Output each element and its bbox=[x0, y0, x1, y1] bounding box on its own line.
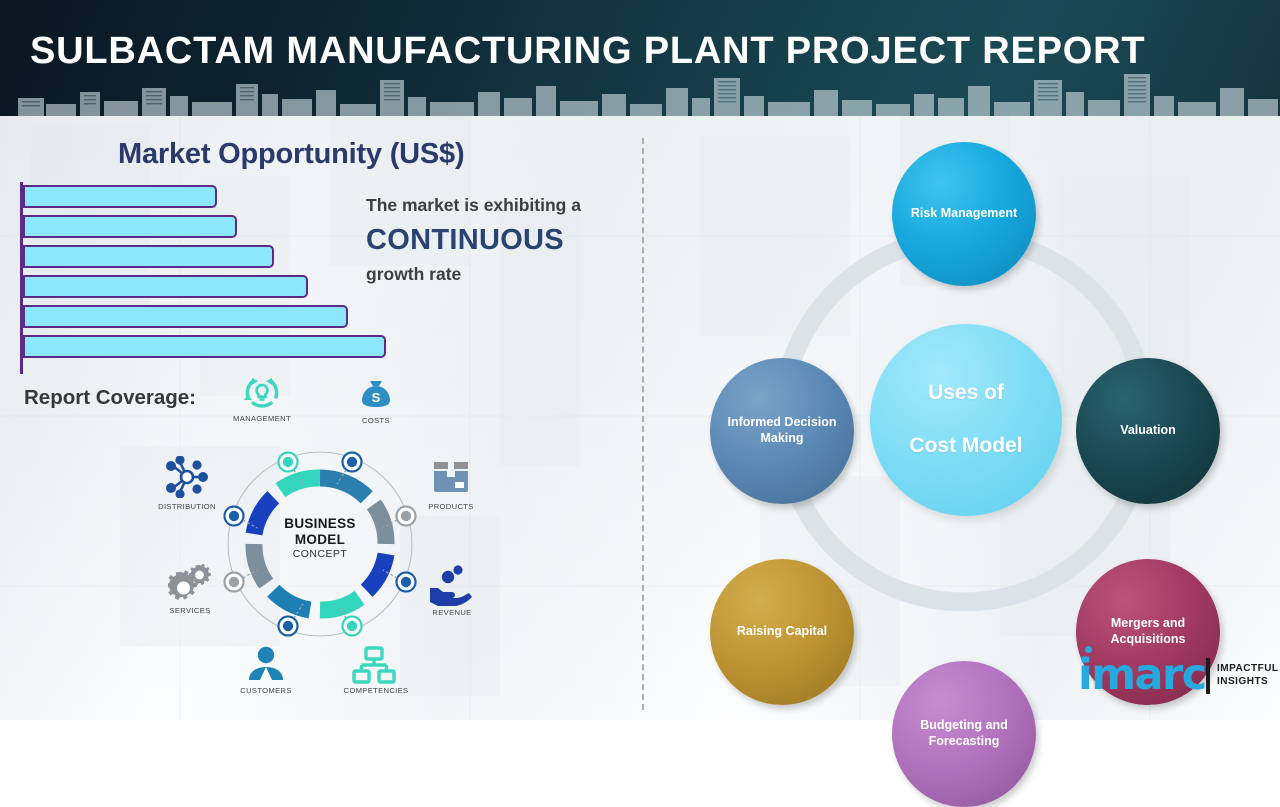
market-opportunity-title: Market Opportunity (US$) bbox=[118, 138, 465, 170]
growth-line-3: growth rate bbox=[366, 263, 462, 284]
growth-statement: The market is exhibiting a CONTINUOUS gr… bbox=[366, 194, 636, 286]
bm-label-competencies: COMPETENCIES bbox=[343, 686, 409, 695]
business-model-diagram: BUSINESS MODEL CONCEPT MANAGEMENT S bbox=[140, 374, 500, 714]
person-user-icon bbox=[249, 646, 283, 680]
panel-divider bbox=[642, 138, 644, 710]
content-area: Market Opportunity (US$) The market is e… bbox=[0, 116, 1280, 807]
bm-label-revenue: REVENUE bbox=[432, 608, 472, 617]
center-node-line-2: Cost Model bbox=[909, 434, 1023, 458]
bm-label-costs: COSTS bbox=[362, 416, 390, 425]
center-node-line-1: Uses of bbox=[928, 381, 1004, 405]
right-panel: Risk Management Valuation Mergers and Ac… bbox=[642, 116, 1280, 807]
logo-wordmark: imarc bbox=[1078, 650, 1207, 700]
bm-label-distribution: DISTRIBUTION bbox=[158, 502, 216, 511]
node-risk-management[interactable]: Risk Management bbox=[892, 142, 1036, 286]
table-row bbox=[23, 185, 217, 208]
org-chart-icon bbox=[352, 646, 396, 684]
node-label: Risk Management bbox=[910, 206, 1018, 221]
box-package-icon bbox=[434, 462, 468, 492]
table-row bbox=[23, 275, 308, 298]
node-label: Valuation bbox=[1120, 423, 1176, 438]
node-valuation[interactable]: Valuation bbox=[1076, 358, 1220, 504]
svg-text:S: S bbox=[372, 390, 381, 405]
node-budgeting-forecasting[interactable]: Budgeting and Forecasting bbox=[892, 661, 1036, 807]
chart-axis-line bbox=[20, 182, 23, 374]
node-label: Informed Decision Making bbox=[727, 415, 837, 445]
hand-coins-icon bbox=[430, 565, 472, 606]
node-label: Raising Capital bbox=[736, 624, 828, 639]
bm-label-services: SERVICES bbox=[169, 606, 211, 615]
imarc-logo: imarc IMPACTFUL INSIGHTS bbox=[1078, 646, 1278, 704]
node-label: Budgeting and Forecasting bbox=[920, 718, 1008, 748]
growth-line-2: CONTINUOUS bbox=[366, 224, 564, 257]
report-coverage-label: Report Coverage: bbox=[24, 386, 197, 409]
page-title: SULBACTAM MANUFACTURING PLANT PROJECT RE… bbox=[30, 30, 1146, 72]
table-row bbox=[23, 215, 237, 238]
network-nodes-icon bbox=[166, 456, 208, 498]
logo-tagline-line-2: INSIGHTS bbox=[1217, 675, 1269, 687]
table-row bbox=[23, 335, 386, 358]
page-header: SULBACTAM MANUFACTURING PLANT PROJECT RE… bbox=[0, 0, 1280, 116]
business-model-ring bbox=[223, 451, 417, 637]
left-panel: Market Opportunity (US$) The market is e… bbox=[0, 116, 642, 720]
gears-icon bbox=[168, 563, 211, 601]
recycle-bulb-icon bbox=[244, 378, 279, 408]
node-center-uses-of-cost-model[interactable]: Uses of Cost Model bbox=[870, 324, 1062, 516]
table-row bbox=[23, 245, 274, 268]
bm-label-customers: CUSTOMERS bbox=[240, 686, 292, 695]
money-bag-icon: S bbox=[362, 381, 390, 407]
table-row bbox=[23, 305, 348, 328]
node-raising-capital[interactable]: Raising Capital bbox=[710, 559, 854, 705]
node-mergers-acquisitions[interactable]: Mergers and Acquisitions bbox=[1076, 559, 1220, 705]
node-informed-decision-making[interactable]: Informed Decision Making bbox=[710, 358, 854, 504]
logo-separator bbox=[1206, 658, 1210, 694]
growth-line-1: The market is exhibiting a bbox=[366, 195, 581, 215]
city-skyline-icon bbox=[18, 74, 1278, 116]
bm-label-products: PRODUCTS bbox=[428, 502, 474, 511]
logo-tagline-line-1: IMPACTFUL bbox=[1217, 663, 1279, 674]
bm-label-management: MANAGEMENT bbox=[233, 414, 291, 423]
logo-dot-icon bbox=[1085, 646, 1092, 653]
node-label: Mergers and Acquisitions bbox=[1110, 616, 1186, 646]
logo-tagline: IMPACTFUL INSIGHTS bbox=[1217, 663, 1279, 688]
center-node-label: Uses of Cost Model bbox=[897, 380, 1034, 460]
market-opportunity-bar-chart bbox=[20, 182, 420, 382]
